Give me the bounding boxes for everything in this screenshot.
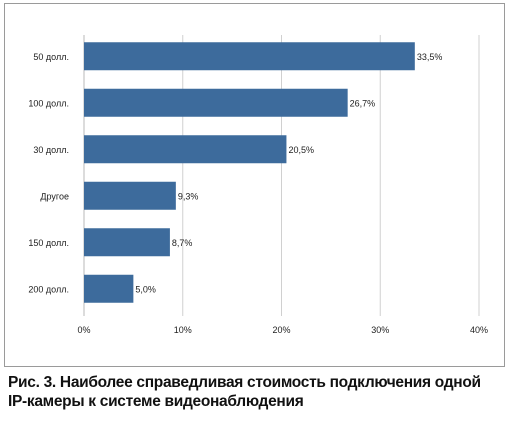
caption-line-1: Рис. 3. Наиболее справедливая стоимость … xyxy=(8,374,481,391)
bar xyxy=(84,181,176,210)
bar xyxy=(84,42,415,71)
bar xyxy=(84,88,348,117)
data-label: 8,7% xyxy=(172,238,193,248)
data-label: 33,5% xyxy=(417,52,443,62)
data-label: 26,7% xyxy=(350,98,376,108)
category-label: 100 долл. xyxy=(28,98,69,108)
x-tick-label: 30% xyxy=(371,325,389,335)
x-tick-label: 20% xyxy=(272,325,290,335)
x-tick-label: 10% xyxy=(174,325,192,335)
bar-chart: 0% 10% 20% 30% 40% 50 долл. 33,5% 100 долл. 26,7… xyxy=(28,35,488,335)
caption-line-2: IP-камеры к системе видеонаблюдения xyxy=(8,393,304,410)
category-label: 50 долл. xyxy=(33,52,69,62)
bar xyxy=(84,228,170,257)
figure-caption: Рис. 3. Наиболее справедливая стоимость … xyxy=(8,373,508,411)
x-tick-label: 0% xyxy=(77,325,90,335)
bar xyxy=(84,135,287,164)
bar xyxy=(84,274,134,303)
category-label: 30 долл. xyxy=(33,145,69,155)
category-label: 200 долл. xyxy=(28,284,69,294)
category-label: 150 долл. xyxy=(28,238,69,248)
category-label: Другое xyxy=(40,191,69,201)
data-label: 5,0% xyxy=(135,284,156,294)
data-label: 20,5% xyxy=(288,145,314,155)
x-tick-label: 40% xyxy=(470,325,488,335)
data-label: 9,3% xyxy=(178,191,199,201)
